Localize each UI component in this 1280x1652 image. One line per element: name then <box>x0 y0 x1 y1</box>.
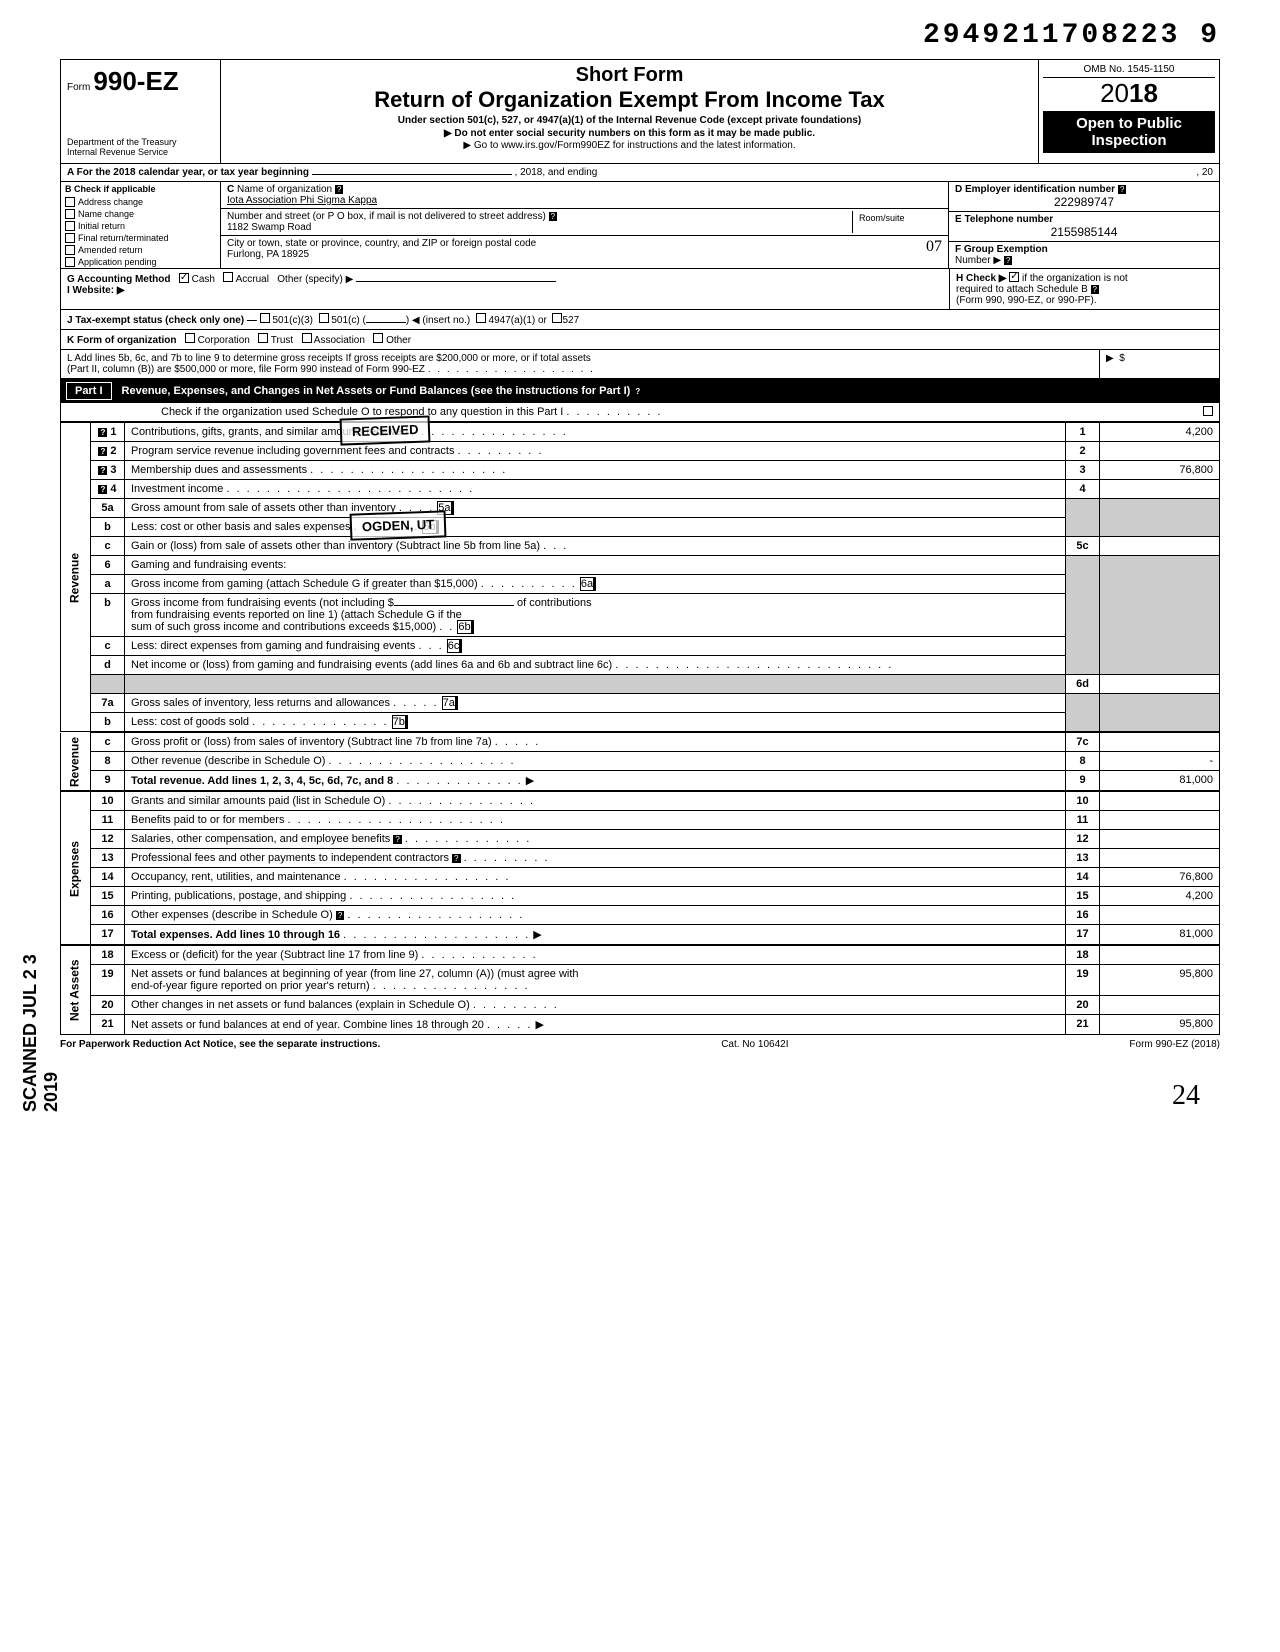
return-title: Return of Organization Exempt From Incom… <box>227 87 1032 113</box>
footer: For Paperwork Reduction Act Notice, see … <box>60 1039 1220 1050</box>
ssn-warning: ▶ Do not enter social security numbers o… <box>227 128 1032 139</box>
room-suite-label: Room/suite <box>852 211 942 233</box>
open-public-badge: Open to Public Inspection <box>1043 111 1215 153</box>
row-a: A For the 2018 calendar year, or tax yea… <box>60 164 1220 182</box>
revenue-table: Revenue ? 1 Contributions, gifts, grants… <box>60 422 1220 732</box>
revenue-side-label: Revenue <box>61 423 91 732</box>
city-state-zip: Furlong, PA 18925 <box>227 249 309 260</box>
street-address: 1182 Swamp Road <box>227 222 311 233</box>
expenses-table: Expenses 10Grants and similar amounts pa… <box>60 791 1220 945</box>
ogden-stamp: OGDEN, UT <box>350 510 447 540</box>
subtitle: Under section 501(c), 527, or 4947(a)(1)… <box>227 115 1032 126</box>
form-prefix: Form <box>67 82 90 93</box>
phone: 2155985144 <box>955 225 1213 239</box>
expenses-side-label: Expenses <box>61 792 91 945</box>
handwritten-initials: 24 <box>60 1080 1220 1112</box>
dept-treasury: Department of the Treasury <box>67 137 214 147</box>
net-assets-side-label: Net Assets <box>61 946 91 1035</box>
net-assets-table: Net Assets 18Excess or (deficit) for the… <box>60 945 1220 1035</box>
tax-year: 2018 <box>1043 78 1215 109</box>
dept-irs: Internal Revenue Service <box>67 147 214 157</box>
scanned-stamp: SCANNED JUL 2 3 2019 <box>20 920 62 1112</box>
document-number: 2949211708223 9 <box>60 20 1220 51</box>
instructions-link: ▶ Go to www.irs.gov/Form990EZ for instru… <box>227 140 1032 151</box>
org-name: Iota Association Phi Sigma Kappa <box>227 195 377 206</box>
revenue-side-label-2: Revenue <box>61 733 91 791</box>
part1-header: Part I Revenue, Expenses, and Changes in… <box>60 379 1220 403</box>
form-number: 990-EZ <box>93 66 178 96</box>
short-form-title: Short Form <box>227 64 1032 87</box>
handwritten-07: 07 <box>926 238 942 255</box>
omb-number: OMB No. 1545-1150 <box>1043 64 1215 78</box>
section-b-head: B Check if applicable <box>61 182 220 196</box>
form-header: Form 990-EZ Department of the Treasury I… <box>60 59 1220 164</box>
received-stamp: RECEIVED <box>340 415 431 445</box>
info-grid: B Check if applicable Address change Nam… <box>60 182 1220 269</box>
ein: 222989747 <box>955 195 1213 209</box>
